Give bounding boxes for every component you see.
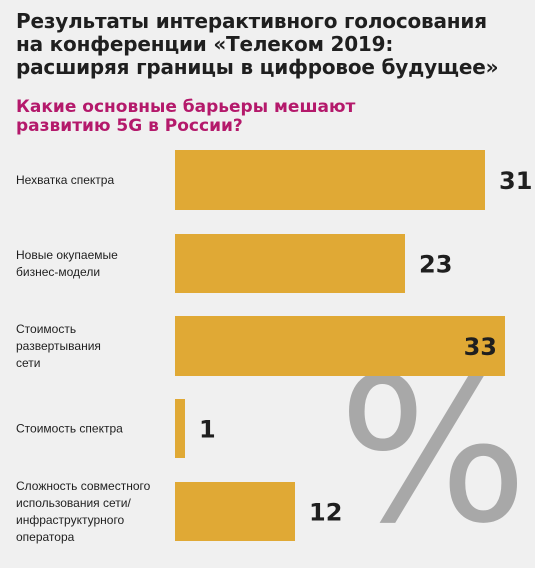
bar-2 <box>175 234 405 293</box>
percent-sign: % <box>338 335 529 568</box>
chart-title: Результаты интерактивного голосования на… <box>16 9 499 79</box>
value-label-1: 31 <box>499 167 532 195</box>
bar-3 <box>175 316 505 376</box>
bar-chart: 31 Нехватка спектра 23 Новые окупаемые бизне… <box>16 150 532 544</box>
value-label-5: 12 <box>309 499 342 527</box>
value-label-4: 1 <box>199 416 216 444</box>
category-label-5: Сложность совместного использования сети/… <box>16 479 151 544</box>
bar-4 <box>175 399 185 458</box>
category-label-1: Нехватка спектра <box>16 173 114 187</box>
value-label-3: 33 <box>464 333 497 361</box>
bar-1 <box>175 150 485 210</box>
category-label-3: Стоимость развертывания сети <box>16 322 101 370</box>
category-label-4: Стоимость спектра <box>16 422 123 436</box>
value-label-2: 23 <box>419 251 452 279</box>
chart-subtitle: Какие основные барьеры мешают развитию 5… <box>16 97 356 136</box>
bar-5 <box>175 482 295 541</box>
category-label-2: Новые окупаемые бизнес-модели <box>16 248 118 279</box>
